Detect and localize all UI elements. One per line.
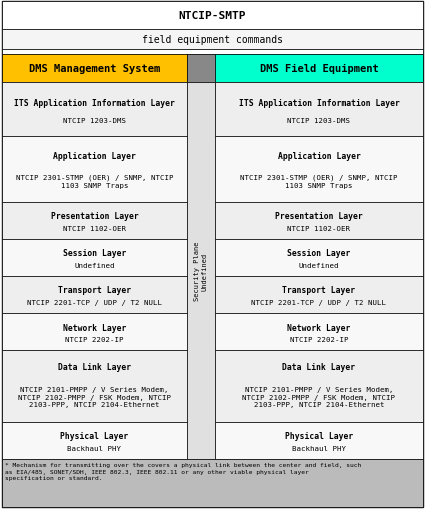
Text: Data Link Layer: Data Link Layer <box>283 362 356 371</box>
Text: Transport Layer: Transport Layer <box>58 286 131 295</box>
Text: ITS Application Information Layer: ITS Application Information Layer <box>14 98 175 107</box>
Text: Application Layer: Application Layer <box>53 152 136 161</box>
Text: DMS Management System: DMS Management System <box>29 64 160 74</box>
Text: ITS Application Information Layer: ITS Application Information Layer <box>238 98 400 107</box>
Text: NTCIP 2201-TCP / UDP / T2 NULL: NTCIP 2201-TCP / UDP / T2 NULL <box>252 300 386 305</box>
Text: Application Layer: Application Layer <box>278 152 360 161</box>
Text: NTCIP 1102-OER: NTCIP 1102-OER <box>287 225 351 232</box>
Text: Session Layer: Session Layer <box>287 249 351 258</box>
FancyBboxPatch shape <box>2 240 187 277</box>
Text: Network Layer: Network Layer <box>63 323 126 332</box>
Text: NTCIP 2201-TCP / UDP / T2 NULL: NTCIP 2201-TCP / UDP / T2 NULL <box>27 300 162 305</box>
FancyBboxPatch shape <box>2 277 187 314</box>
FancyBboxPatch shape <box>2 55 187 83</box>
FancyBboxPatch shape <box>187 83 215 459</box>
FancyBboxPatch shape <box>215 277 423 314</box>
Text: Backhaul PHY: Backhaul PHY <box>292 445 346 451</box>
Text: Presentation Layer: Presentation Layer <box>275 212 363 221</box>
FancyBboxPatch shape <box>2 2 423 30</box>
Text: NTCIP 2101-PMPP / V Series Modem,
NTCIP 2102-PMPP / FSK Modem, NTCIP
2103-PPP, N: NTCIP 2101-PMPP / V Series Modem, NTCIP … <box>18 387 171 408</box>
FancyBboxPatch shape <box>215 351 423 422</box>
Text: NTCIP-SMTP: NTCIP-SMTP <box>179 11 246 21</box>
Text: NTCIP 2101-PMPP / V Series Modem,
NTCIP 2102-PMPP / FSK Modem, NTCIP
2103-PPP, N: NTCIP 2101-PMPP / V Series Modem, NTCIP … <box>243 387 396 408</box>
Text: NTCIP 2301-STMP (OER) / SNMP, NTCIP
1103 SNMP Traps: NTCIP 2301-STMP (OER) / SNMP, NTCIP 1103… <box>16 175 173 188</box>
FancyBboxPatch shape <box>2 459 423 507</box>
FancyBboxPatch shape <box>2 83 187 137</box>
FancyBboxPatch shape <box>2 422 187 459</box>
Text: NTCIP 2301-STMP (OER) / SNMP, NTCIP
1103 SNMP Traps: NTCIP 2301-STMP (OER) / SNMP, NTCIP 1103… <box>240 175 398 188</box>
Text: NTCIP 1102-OER: NTCIP 1102-OER <box>63 225 126 232</box>
Text: DMS Field Equipment: DMS Field Equipment <box>260 64 378 74</box>
Text: Security Plane
Undefined: Security Plane Undefined <box>194 241 208 301</box>
Text: Session Layer: Session Layer <box>63 249 126 258</box>
Text: field equipment commands: field equipment commands <box>142 35 283 45</box>
FancyBboxPatch shape <box>215 83 423 137</box>
FancyBboxPatch shape <box>2 314 187 351</box>
FancyBboxPatch shape <box>215 137 423 203</box>
Text: Physical Layer: Physical Layer <box>285 431 353 440</box>
Text: Transport Layer: Transport Layer <box>283 286 356 295</box>
Text: Data Link Layer: Data Link Layer <box>58 362 131 371</box>
FancyBboxPatch shape <box>215 55 423 83</box>
FancyBboxPatch shape <box>187 55 215 83</box>
Text: NTCIP 1203-DMS: NTCIP 1203-DMS <box>287 118 351 124</box>
Text: NTCIP 2202-IP: NTCIP 2202-IP <box>65 336 124 343</box>
Text: Network Layer: Network Layer <box>287 323 351 332</box>
FancyBboxPatch shape <box>215 314 423 351</box>
Text: Undefined: Undefined <box>74 263 115 269</box>
FancyBboxPatch shape <box>215 422 423 459</box>
FancyBboxPatch shape <box>215 240 423 277</box>
Text: NTCIP 2202-IP: NTCIP 2202-IP <box>290 336 348 343</box>
FancyBboxPatch shape <box>2 30 423 50</box>
FancyBboxPatch shape <box>2 351 187 422</box>
Text: Backhaul PHY: Backhaul PHY <box>68 445 122 451</box>
FancyBboxPatch shape <box>2 50 423 55</box>
FancyBboxPatch shape <box>215 203 423 240</box>
Text: Physical Layer: Physical Layer <box>60 431 129 440</box>
Text: Presentation Layer: Presentation Layer <box>51 212 139 221</box>
Text: NTCIP 1203-DMS: NTCIP 1203-DMS <box>63 118 126 124</box>
Text: * Mechanism for transmitting over the covers a physical link between the center : * Mechanism for transmitting over the co… <box>5 462 361 480</box>
FancyBboxPatch shape <box>2 203 187 240</box>
FancyBboxPatch shape <box>2 137 187 203</box>
Text: Undefined: Undefined <box>299 263 339 269</box>
